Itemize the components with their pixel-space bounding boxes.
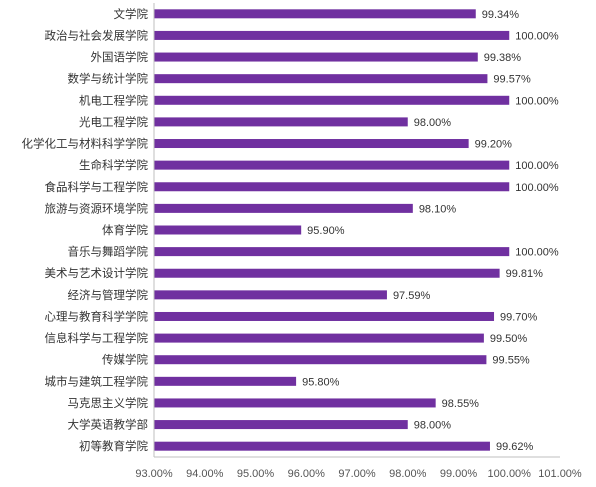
bar xyxy=(154,117,408,127)
category-label: 生命科学学院 xyxy=(79,158,148,172)
value-label: 100.00% xyxy=(515,182,559,194)
category-label: 美术与艺术设计学院 xyxy=(45,266,149,280)
value-label: 99.50% xyxy=(490,333,528,345)
bar xyxy=(154,398,436,408)
bar xyxy=(154,160,510,170)
x-tick-label: 100.00% xyxy=(488,468,532,480)
category-label: 心理与教育科学学院 xyxy=(45,309,149,323)
category-label: 文学院 xyxy=(114,7,149,21)
category-label: 信息科学与工程学院 xyxy=(45,331,149,345)
category-label: 政治与社会发展学院 xyxy=(45,28,149,42)
value-label: 100.00% xyxy=(515,160,559,172)
bar xyxy=(154,268,500,278)
x-tick-label: 95.00% xyxy=(237,468,275,480)
bar xyxy=(154,355,487,365)
x-tick-label: 94.00% xyxy=(186,468,224,480)
category-label: 音乐与舞蹈学院 xyxy=(68,245,149,259)
category-label: 马克思主义学院 xyxy=(68,396,149,410)
x-tick-label: 93.00% xyxy=(135,468,173,480)
category-label: 城市与建筑工程学院 xyxy=(45,374,149,388)
value-labels: 99.34% 100.00% 99.38% 99.57% 100.00% 98.00% 99… xyxy=(302,9,559,453)
category-labels: 文学院政治与社会发展学院外国语学院数学与统计学院机电工程学院光电工程学院化学化工… xyxy=(22,7,149,453)
value-label: 99.38% xyxy=(484,52,522,64)
x-tick-labels: 93.00% 94.00% 95.00% 96.00% 97.00% 98.00% 99.0… xyxy=(135,468,582,480)
bar xyxy=(154,182,510,192)
bar xyxy=(154,95,510,105)
bar xyxy=(154,203,413,213)
value-label: 100.00% xyxy=(515,247,559,259)
category-label: 经济与管理学院 xyxy=(68,288,149,302)
category-label: 大学英语教学部 xyxy=(68,418,149,432)
x-tick-label: 99.00% xyxy=(440,468,478,480)
bar xyxy=(154,420,408,430)
x-tick-label: 98.00% xyxy=(389,468,427,480)
bar xyxy=(154,247,510,257)
value-label: 97.59% xyxy=(393,290,431,302)
category-label: 体育学院 xyxy=(102,223,148,237)
value-label: 99.62% xyxy=(496,441,534,453)
bar xyxy=(154,30,510,40)
value-label: 95.90% xyxy=(307,225,345,237)
x-tick-label: 96.00% xyxy=(288,468,326,480)
bar xyxy=(154,74,488,84)
value-label: 99.81% xyxy=(506,268,544,280)
bar xyxy=(154,52,478,62)
value-label: 99.70% xyxy=(500,311,538,323)
value-label: 98.55% xyxy=(442,398,480,410)
x-tick-label: 97.00% xyxy=(338,468,376,480)
category-label: 光电工程学院 xyxy=(79,115,148,129)
value-label: 95.80% xyxy=(302,376,340,388)
bar xyxy=(154,333,484,343)
value-label: 100.00% xyxy=(515,30,559,42)
category-label: 食品科学与工程学院 xyxy=(45,180,149,194)
bar xyxy=(154,311,495,321)
bar xyxy=(154,139,469,149)
value-label: 98.00% xyxy=(414,420,452,432)
category-label: 旅游与资源环境学院 xyxy=(45,201,149,215)
bar xyxy=(154,376,297,386)
category-label: 传媒学院 xyxy=(102,353,148,367)
value-label: 99.57% xyxy=(493,74,531,86)
category-label: 化学化工与材料科学学院 xyxy=(22,137,149,151)
category-label: 机电工程学院 xyxy=(79,93,148,107)
bar xyxy=(154,225,302,235)
category-label: 数学与统计学院 xyxy=(68,72,149,86)
value-label: 99.55% xyxy=(492,355,530,367)
value-label: 98.00% xyxy=(414,117,452,129)
value-label: 99.34% xyxy=(482,9,520,21)
bar xyxy=(154,441,490,451)
category-label: 初等教育学院 xyxy=(79,439,148,453)
value-label: 99.20% xyxy=(475,139,513,151)
value-label: 100.00% xyxy=(515,95,559,107)
value-label: 98.10% xyxy=(419,203,457,215)
bar xyxy=(154,9,476,19)
bar xyxy=(154,290,387,300)
x-tick-label: 101.00% xyxy=(538,468,582,480)
category-label: 外国语学院 xyxy=(91,50,149,64)
bars-group xyxy=(154,9,510,451)
